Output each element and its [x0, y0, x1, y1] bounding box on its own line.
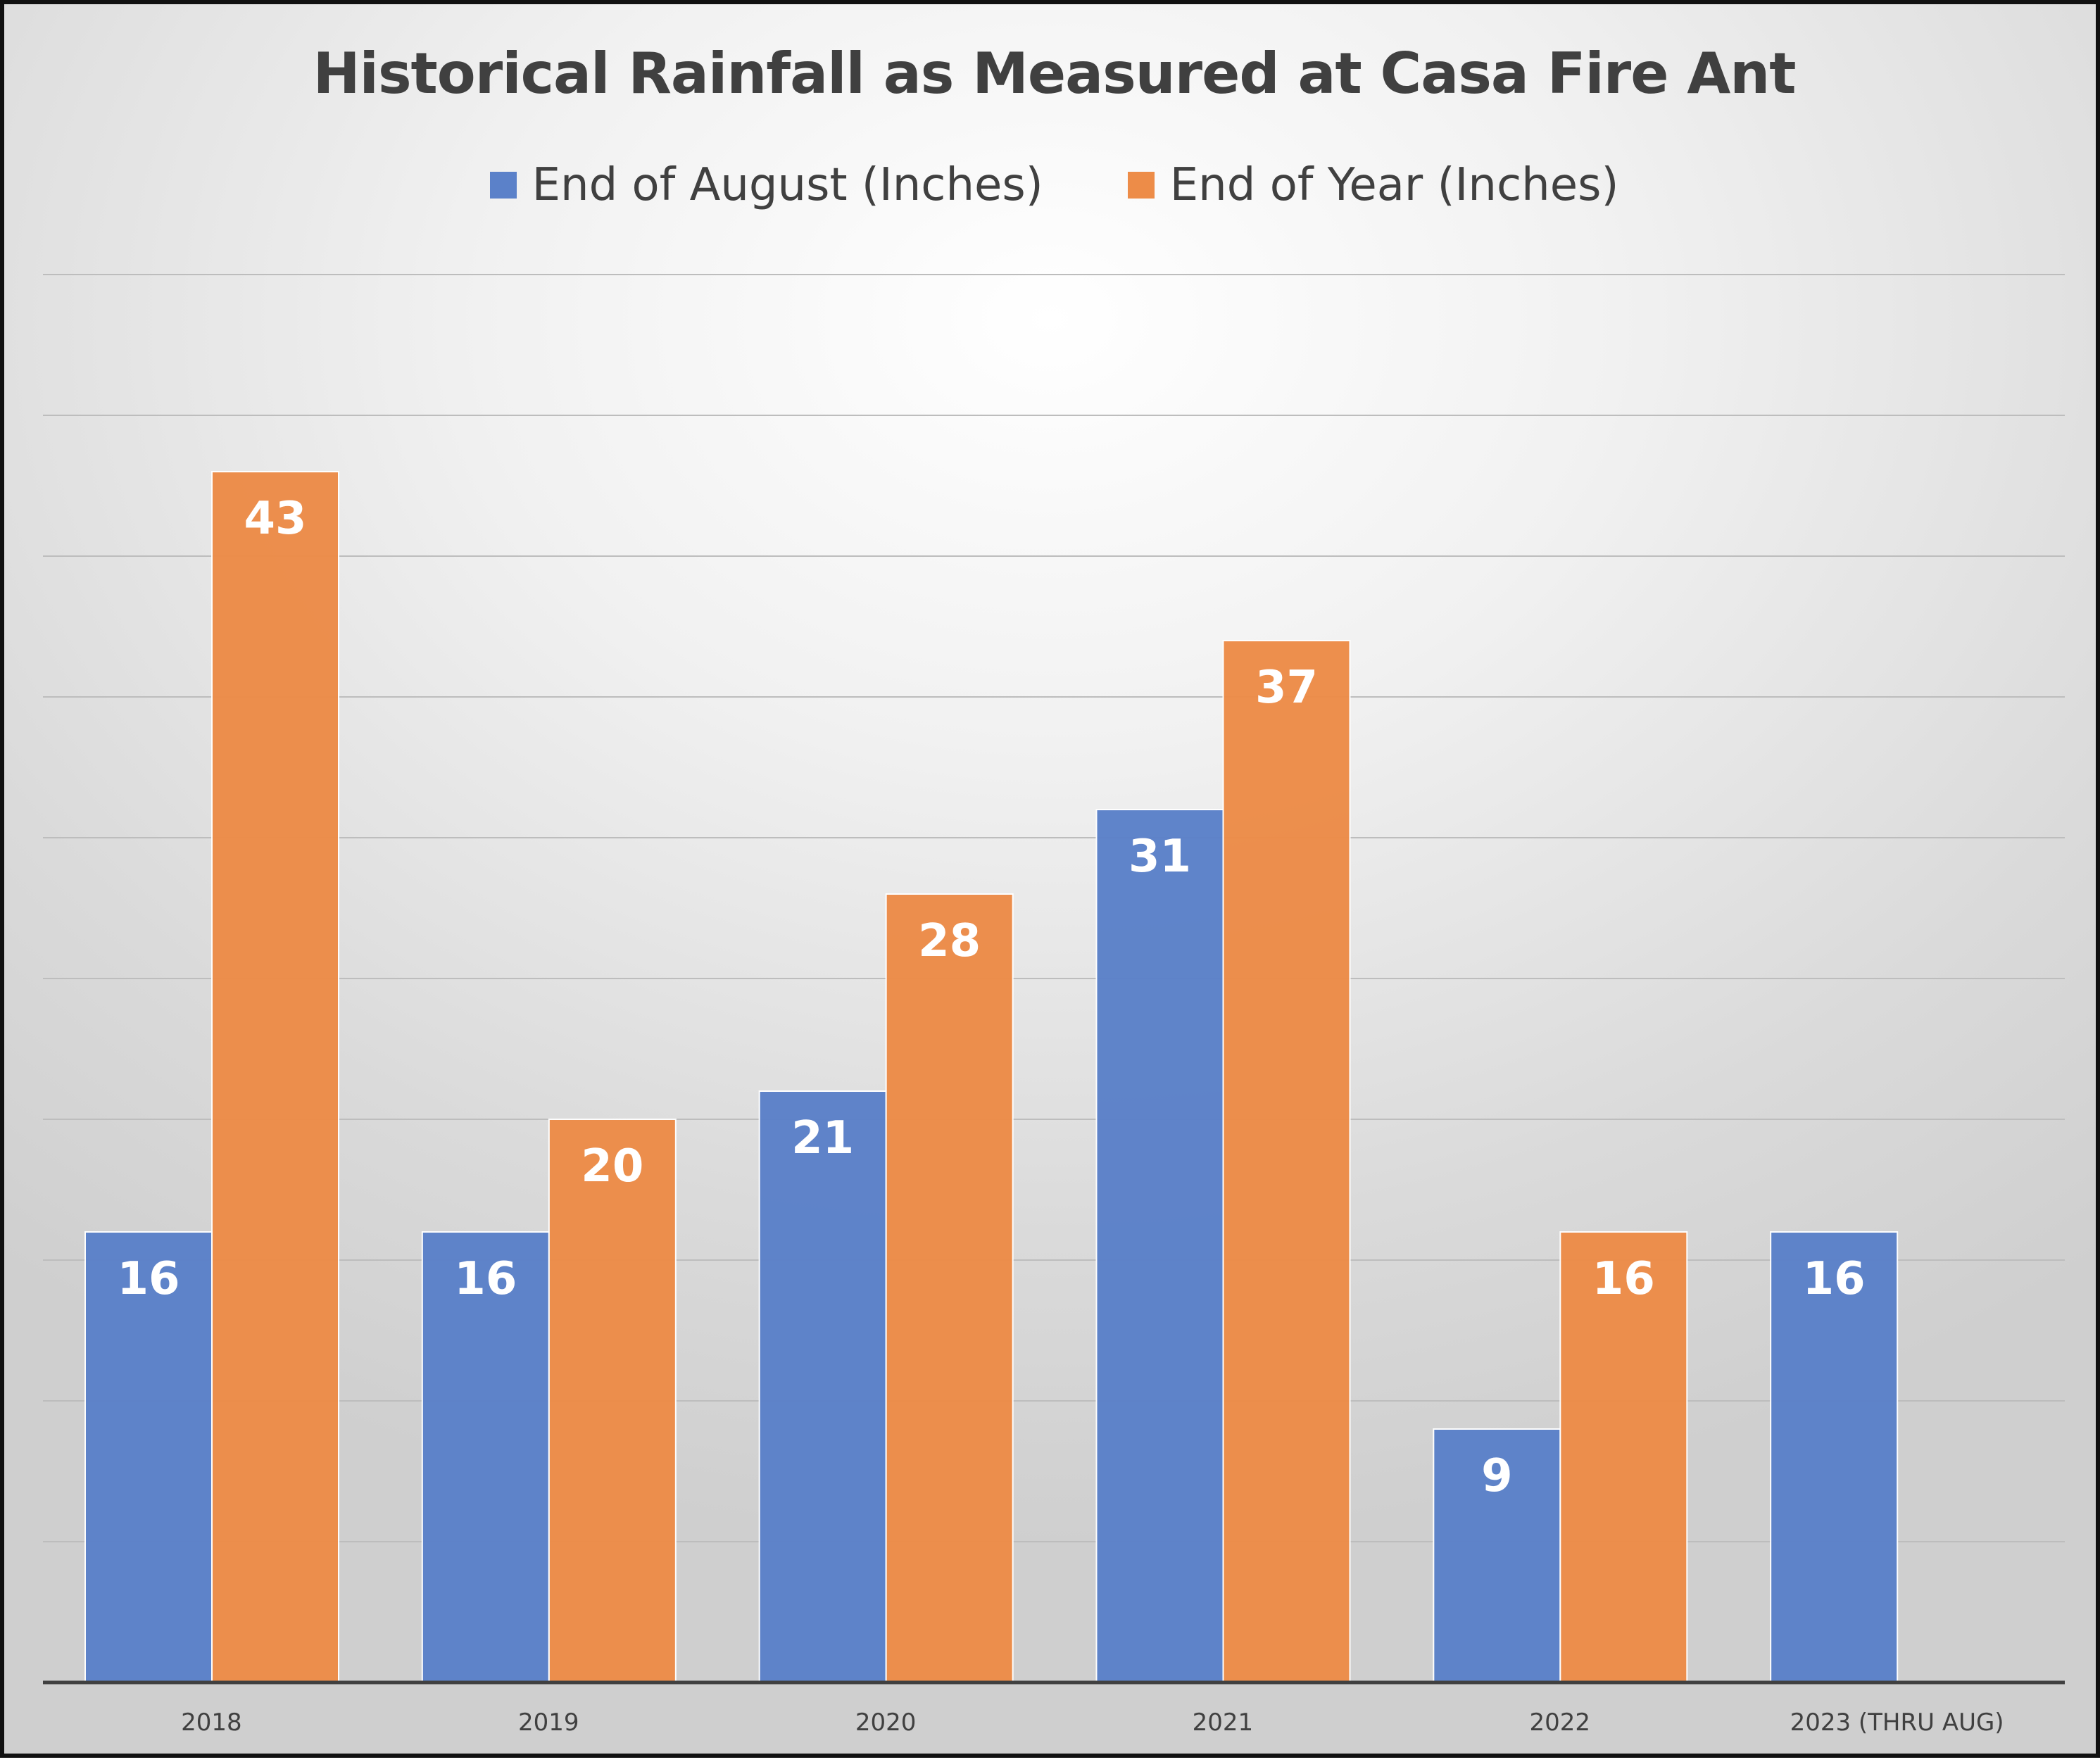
- legend-item-end-of-august[interactable]: End of August (Inches): [489, 159, 1043, 211]
- data-label-end-of-august-2018: 16: [117, 1253, 180, 1305]
- plot-area: 16 43 2018 16 20 2019 21 28 2020 31 37 2021 9 16 2022 1…: [43, 274, 2065, 1737]
- data-label-end-of-august-2019: 16: [454, 1253, 517, 1305]
- data-label-end-of-august-2021: 31: [1128, 831, 1191, 883]
- x-tick-label-2021: 2021: [1193, 1708, 1254, 1737]
- bar-end-of-year-2020: [885, 893, 1014, 1683]
- data-label-end-of-august-2023: 16: [1803, 1253, 1866, 1305]
- x-tick-label-2022: 2022: [1529, 1708, 1590, 1737]
- bar-end-of-year-2022: [1559, 1231, 1688, 1683]
- data-label-end-of-year-2019: 20: [581, 1140, 643, 1193]
- x-tick-label-2019: 2019: [518, 1708, 579, 1737]
- bar-end-of-year-2018: [211, 471, 339, 1683]
- data-label-end-of-year-2018: 43: [244, 493, 306, 545]
- bar-end-of-year-2019: [548, 1119, 677, 1683]
- data-label-end-of-year-2021: 37: [1255, 662, 1318, 714]
- bar-end-of-year-2021: [1222, 640, 1351, 1683]
- legend-swatch-end-of-year: [1127, 172, 1155, 199]
- bar-end-of-august-2023: [1770, 1231, 1899, 1683]
- data-label-end-of-august-2022: 9: [1481, 1450, 1513, 1502]
- legend: End of August (Inches) End of Year (Inch…: [4, 159, 2100, 211]
- data-label-end-of-august-2020: 21: [791, 1112, 854, 1164]
- legend-label-end-of-year: End of Year (Inches): [1169, 159, 1619, 211]
- bar-end-of-august-2019: [421, 1231, 550, 1683]
- bar-end-of-august-2020: [758, 1090, 887, 1683]
- data-label-end-of-year-2022: 16: [1592, 1253, 1655, 1305]
- legend-label-end-of-august: End of August (Inches): [532, 159, 1043, 211]
- x-tick-label-2020: 2020: [855, 1708, 917, 1737]
- data-label-end-of-year-2020: 28: [918, 915, 981, 967]
- x-tick-label-2023: 2023 (THRU AUG): [1790, 1708, 2004, 1737]
- legend-item-end-of-year[interactable]: End of Year (Inches): [1127, 159, 1619, 211]
- bar-end-of-august-2018: [84, 1231, 213, 1683]
- legend-swatch-end-of-august: [489, 172, 517, 199]
- chart-title: Historical Rainfall as Measured at Casa …: [313, 41, 1797, 106]
- x-tick-label-2018: 2018: [181, 1708, 242, 1737]
- bar-end-of-august-2021: [1095, 809, 1224, 1683]
